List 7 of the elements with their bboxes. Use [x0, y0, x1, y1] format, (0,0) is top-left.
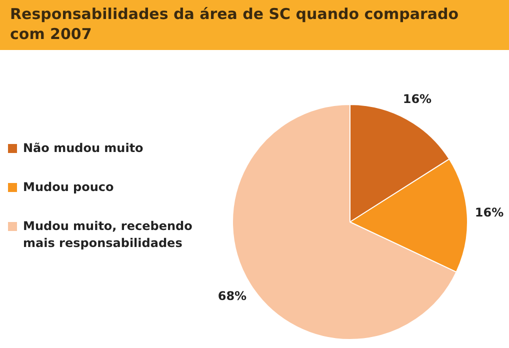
chart-title: Responsabilidades da área de SC quando comparado com 2007: [10, 4, 460, 44]
legend-label: Mudou muito, recebendo mais responsabilidades: [23, 218, 194, 252]
legend-label: Não mudou muito: [23, 140, 144, 157]
data-label: 16%: [402, 92, 432, 106]
data-label: 68%: [218, 288, 247, 303]
data-label: 16%: [474, 205, 504, 220]
legend-label: Mudou pouco: [23, 179, 114, 196]
